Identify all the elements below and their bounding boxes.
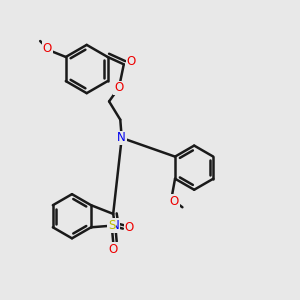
Text: O: O	[43, 42, 52, 55]
Text: O: O	[114, 81, 123, 94]
Text: O: O	[170, 195, 179, 208]
Text: N: N	[117, 131, 126, 144]
Text: S: S	[108, 219, 116, 232]
Text: O: O	[127, 55, 136, 68]
Text: O: O	[125, 220, 134, 234]
Text: N: N	[111, 219, 120, 232]
Text: O: O	[109, 243, 118, 256]
